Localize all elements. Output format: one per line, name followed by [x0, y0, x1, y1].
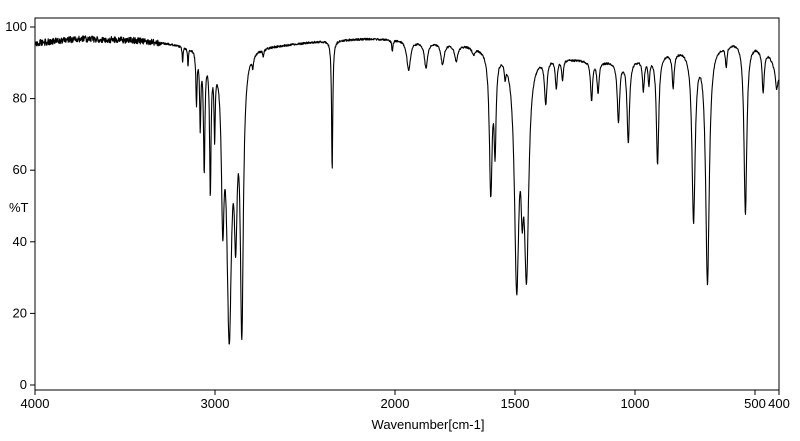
x-tick-label: 1500	[501, 396, 530, 411]
plot-frame	[34, 17, 780, 391]
x-tick-label: 400	[768, 396, 790, 411]
y-tick-label: 100	[5, 19, 27, 34]
y-tick-label: 80	[13, 91, 27, 106]
x-tick-label: 4000	[21, 396, 50, 411]
x-axis-label: Wavenumber[cm-1]	[372, 417, 485, 432]
x-tick-label: 3000	[201, 396, 230, 411]
x-tick-label: 2000	[381, 396, 410, 411]
y-tick-label: 60	[13, 162, 27, 177]
y-axis-label: %T	[9, 200, 29, 215]
y-tick-label: 40	[13, 234, 27, 249]
x-tick-label: 1000	[621, 396, 650, 411]
y-tick-label: 20	[13, 305, 27, 320]
spectrum-curve	[34, 35, 780, 345]
y-tick-label: 0	[20, 377, 27, 392]
x-tick-label: 500	[744, 396, 766, 411]
